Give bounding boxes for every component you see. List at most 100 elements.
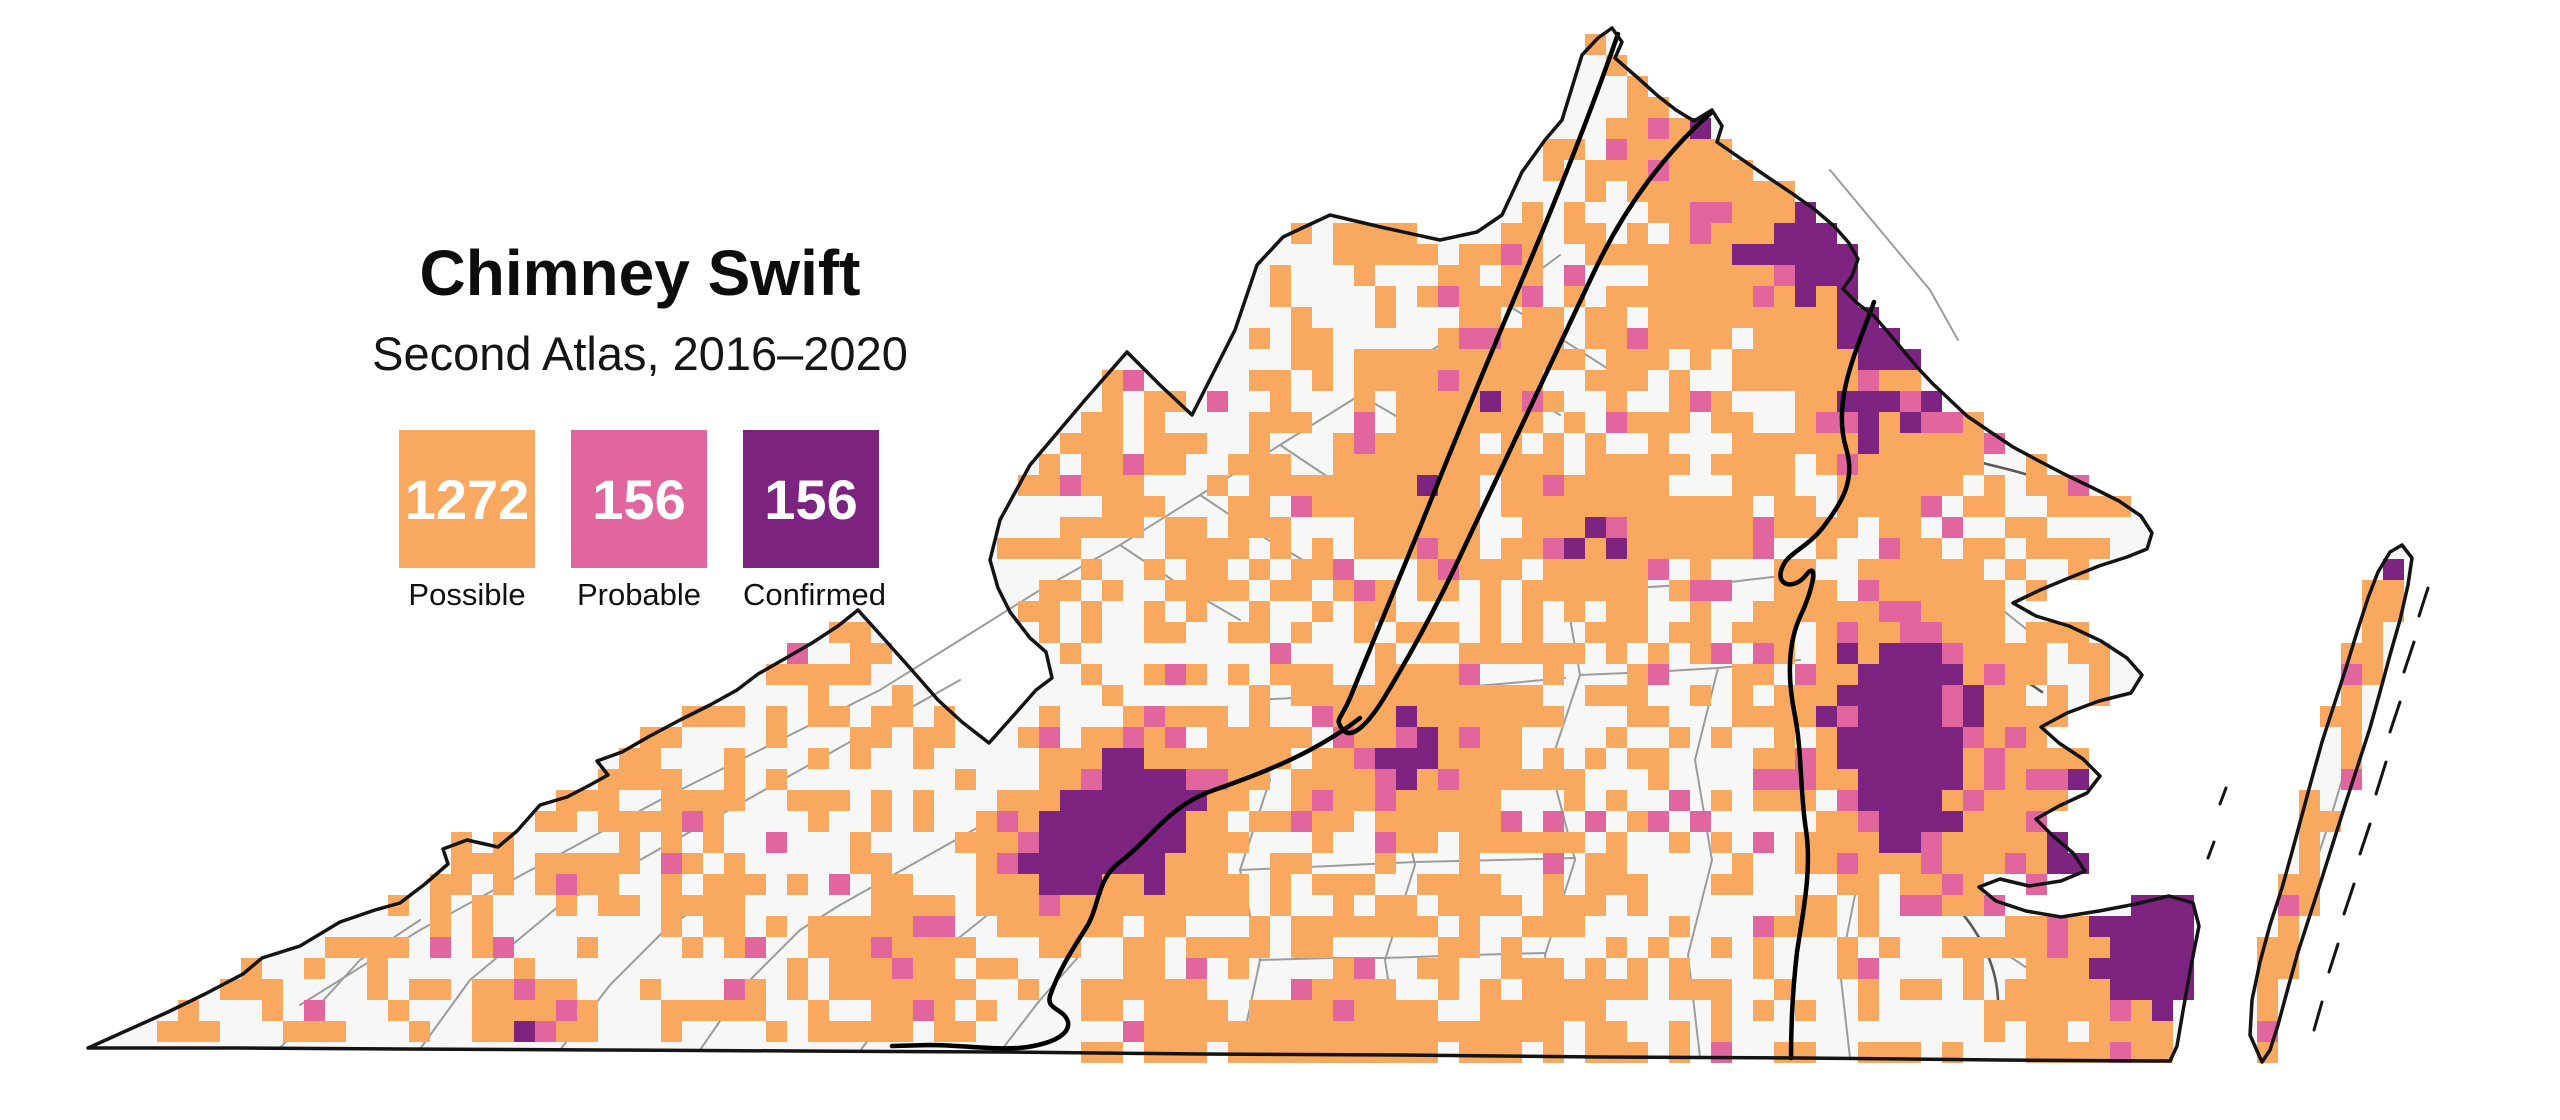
atlas-block-possible	[1207, 580, 1228, 601]
atlas-block-possible	[2047, 685, 2068, 706]
atlas-block-probable	[1795, 769, 1816, 790]
atlas-block-possible	[1606, 496, 1627, 517]
atlas-block-possible	[1711, 286, 1732, 307]
atlas-block-possible	[1186, 979, 1207, 1000]
atlas-block-possible	[1774, 748, 1795, 769]
atlas-block-possible	[2131, 1000, 2152, 1021]
atlas-block-possible	[1711, 139, 1732, 160]
atlas-block-possible	[1501, 727, 1522, 748]
atlas-block-possible	[1732, 433, 1753, 454]
atlas-block-confirmed	[1396, 769, 1417, 790]
atlas-block-confirmed	[1795, 202, 1816, 223]
atlas-block-possible	[1879, 580, 1900, 601]
atlas-block-possible	[1207, 790, 1228, 811]
atlas-block-possible	[1879, 412, 1900, 433]
atlas-block-possible	[1543, 160, 1564, 181]
atlas-block-possible	[1501, 538, 1522, 559]
atlas-block-possible	[1333, 496, 1354, 517]
atlas-block-possible	[1333, 769, 1354, 790]
atlas-block-probable	[1648, 118, 1669, 139]
atlas-block-possible	[1606, 559, 1627, 580]
atlas-block-possible	[1543, 307, 1564, 328]
atlas-block-probable	[1501, 244, 1522, 265]
atlas-block-possible	[976, 832, 997, 853]
atlas-block-possible	[1186, 832, 1207, 853]
atlas-block-possible	[1459, 286, 1480, 307]
atlas-block-possible	[2110, 496, 2131, 517]
atlas-block-confirmed	[1753, 244, 1774, 265]
atlas-block-probable	[1081, 769, 1102, 790]
atlas-block-possible	[934, 1021, 955, 1042]
atlas-block-confirmed	[1039, 811, 1060, 832]
atlas-block-possible	[1585, 895, 1606, 916]
atlas-block-possible	[1270, 454, 1291, 475]
atlas-block-possible	[1018, 601, 1039, 622]
atlas-block-possible	[1249, 748, 1270, 769]
atlas-block-confirmed	[2383, 559, 2404, 580]
atlas-block-possible	[1396, 790, 1417, 811]
atlas-block-possible	[1543, 1042, 1564, 1063]
atlas-block-possible	[808, 748, 829, 769]
atlas-block-possible	[1249, 601, 1270, 622]
atlas-block-possible	[1921, 559, 1942, 580]
atlas-block-confirmed	[1837, 328, 1858, 349]
atlas-block-possible	[2299, 853, 2320, 874]
atlas-block-possible	[1711, 979, 1732, 1000]
atlas-block-probable	[1753, 517, 1774, 538]
atlas-block-possible	[1669, 832, 1690, 853]
atlas-block-possible	[1417, 832, 1438, 853]
atlas-block-possible	[556, 811, 577, 832]
atlas-block-possible	[1081, 727, 1102, 748]
barrier-island	[2312, 1000, 2324, 1032]
atlas-block-confirmed	[1921, 790, 1942, 811]
atlas-block-possible	[1438, 328, 1459, 349]
atlas-block-possible	[1963, 874, 1984, 895]
atlas-block-possible	[1312, 496, 1333, 517]
atlas-block-possible	[1816, 664, 1837, 685]
atlas-block-possible	[1816, 391, 1837, 412]
atlas-block-possible	[1732, 622, 1753, 643]
atlas-block-possible	[1312, 874, 1333, 895]
atlas-block-possible	[1102, 433, 1123, 454]
atlas-block-possible	[1585, 622, 1606, 643]
atlas-block-possible	[1396, 370, 1417, 391]
atlas-block-possible	[1249, 559, 1270, 580]
atlas-block-possible	[1228, 748, 1249, 769]
legend: 1272 Possible 156 Probable 156 Confirmed	[399, 430, 886, 613]
atlas-block-possible	[1417, 370, 1438, 391]
atlas-block-possible	[1165, 853, 1186, 874]
atlas-block-confirmed	[1963, 685, 1984, 706]
atlas-block-probable	[1669, 790, 1690, 811]
atlas-block-probable	[829, 874, 850, 895]
atlas-block-possible	[1333, 748, 1354, 769]
atlas-block-possible	[1081, 475, 1102, 496]
county-line	[999, 954, 1081, 1053]
atlas-block-possible	[1501, 559, 1522, 580]
atlas-block-possible	[1144, 1000, 1165, 1021]
atlas-block-probable	[1774, 769, 1795, 790]
atlas-block-possible	[1732, 706, 1753, 727]
atlas-block-possible	[1438, 790, 1459, 811]
atlas-block-possible	[1417, 1000, 1438, 1021]
atlas-block-possible	[1879, 517, 1900, 538]
atlas-block-possible	[871, 1000, 892, 1021]
atlas-block-possible	[1039, 790, 1060, 811]
atlas-block-possible	[1732, 517, 1753, 538]
atlas-block-probable	[1900, 622, 1921, 643]
atlas-block-possible	[1459, 790, 1480, 811]
atlas-block-possible	[1690, 496, 1711, 517]
atlas-block-possible	[1186, 853, 1207, 874]
atlas-block-confirmed	[1879, 832, 1900, 853]
atlas-block-possible	[661, 1000, 682, 1021]
legend-count: 156	[764, 467, 858, 531]
atlas-block-possible	[808, 811, 829, 832]
atlas-block-possible	[1480, 601, 1501, 622]
atlas-block-possible	[1249, 1042, 1270, 1063]
atlas-block-possible	[1144, 559, 1165, 580]
atlas-block-possible	[808, 664, 829, 685]
atlas-block-probable	[1459, 727, 1480, 748]
atlas-block-probable	[2026, 769, 2047, 790]
atlas-block-possible	[1606, 685, 1627, 706]
atlas-block-possible	[1396, 475, 1417, 496]
atlas-block-possible	[1081, 622, 1102, 643]
